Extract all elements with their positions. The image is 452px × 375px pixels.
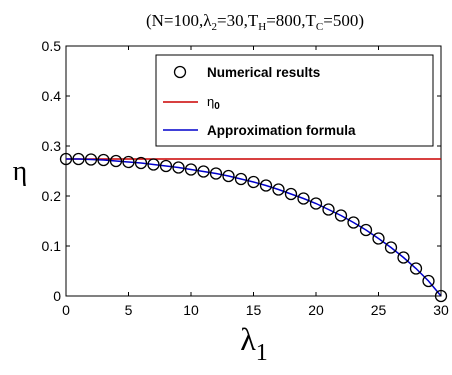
data-point-numerical: [197, 165, 210, 178]
data-point-numerical: [159, 159, 173, 173]
chart-title: (N=100,λ2=30,TH=800,TC=500): [146, 11, 364, 33]
data-point-numerical: [134, 156, 148, 170]
data-point-numerical: [384, 241, 398, 254]
y-tick-label: 0.1: [42, 238, 62, 254]
y-tick-label: 0: [53, 288, 61, 304]
series-line-approximation: [66, 158, 442, 297]
x-tick-label: 0: [62, 302, 70, 318]
data-point-numerical: [222, 169, 235, 183]
legend-label-eta0: η0: [207, 94, 220, 112]
legend-marker-numerical: [173, 65, 187, 79]
data-point-numerical: [259, 179, 273, 192]
data-point-numerical: [434, 289, 448, 303]
data-point-numerical: [322, 203, 335, 216]
x-tick-label: 20: [308, 302, 324, 318]
x-axis-label: λ1: [240, 321, 268, 366]
y-axis-label: η: [13, 156, 28, 187]
x-tick-label: 5: [125, 302, 133, 318]
data-point-numerical: [347, 216, 360, 229]
y-tick-label: 0.5: [42, 38, 62, 54]
data-point-numerical: [147, 158, 160, 171]
x-tick-label: 25: [371, 302, 387, 318]
data-point-numerical: [84, 153, 98, 166]
y-tick-label: 0.3: [42, 138, 62, 154]
data-point-numerical: [72, 152, 85, 166]
y-tick-label: 0.4: [42, 88, 62, 104]
data-point-numerical: [109, 154, 123, 168]
data-point-numerical: [234, 172, 248, 186]
x-tick-label: 10: [183, 302, 199, 318]
data-point-numerical: [209, 167, 223, 180]
data-point-numerical: [297, 192, 310, 205]
legend: Numerical results η0 Approximation formu…: [155, 54, 434, 147]
data-point-numerical: [272, 183, 285, 196]
data-point-numerical: [97, 153, 110, 167]
legend-label-approx: Approximation formula: [207, 123, 356, 138]
y-tick-label: 0.2: [42, 188, 62, 204]
series-layer: [59, 152, 448, 303]
data-point-numerical: [59, 152, 73, 166]
data-point-numerical: [284, 187, 298, 201]
data-point-numerical: [184, 163, 198, 176]
data-point-numerical: [334, 209, 348, 222]
x-tick-label: 15: [246, 302, 262, 318]
data-point-numerical: [397, 251, 410, 264]
data-point-numerical: [172, 161, 185, 174]
data-point-numerical: [409, 262, 423, 275]
x-tick-label: 30: [433, 302, 449, 318]
data-point-numerical: [359, 223, 373, 237]
legend-box: [155, 54, 434, 147]
x-axis-ticks: 0 5 10 15 20 25 30: [62, 46, 449, 318]
legend-label-numerical: Numerical results: [207, 65, 320, 80]
data-point-numerical: [309, 197, 323, 210]
data-point-numerical: [247, 175, 260, 189]
data-point-numerical: [372, 232, 385, 245]
data-point-numerical: [122, 155, 135, 169]
y-axis-ticks: 0 0.1 0.2 0.3 0.4 0.5: [42, 38, 441, 304]
data-point-numerical: [422, 274, 435, 288]
